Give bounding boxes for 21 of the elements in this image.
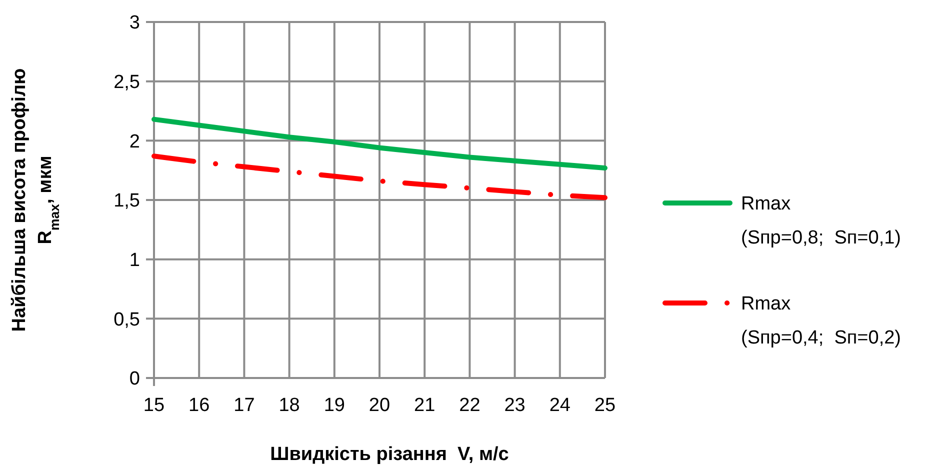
y-tick-label: 0 <box>129 368 140 390</box>
y-tick-label: 2,5 <box>114 72 140 93</box>
x-tick-label: 21 <box>414 395 436 416</box>
legend-label: Rmax (Sпр=0,4; Sп=0,2) <box>741 294 901 349</box>
y-tick-label: 0,5 <box>114 309 140 330</box>
y-tick-label: 1 <box>129 250 140 271</box>
x-tick-label: 25 <box>594 395 616 416</box>
x-tick-label: 23 <box>504 395 526 416</box>
y-tick-label: 1,5 <box>114 190 140 212</box>
x-tick-label: 22 <box>459 395 480 416</box>
x-tick-label: 17 <box>234 395 255 416</box>
x-axis-title: Швидкість різання V, м/с <box>270 444 510 465</box>
y-tick-label: 2 <box>129 131 140 152</box>
x-tick-label: 24 <box>549 395 571 416</box>
x-tick-label: 20 <box>368 395 390 416</box>
y-tick-label: 3 <box>129 12 140 34</box>
x-tick-label: 16 <box>188 395 210 416</box>
x-tick-label: 19 <box>324 395 345 416</box>
x-tick-label: 18 <box>278 395 300 416</box>
legend-label: Rmax (Sпр=0,8; Sп=0,1) <box>741 194 901 249</box>
x-tick-label: 15 <box>143 395 165 416</box>
